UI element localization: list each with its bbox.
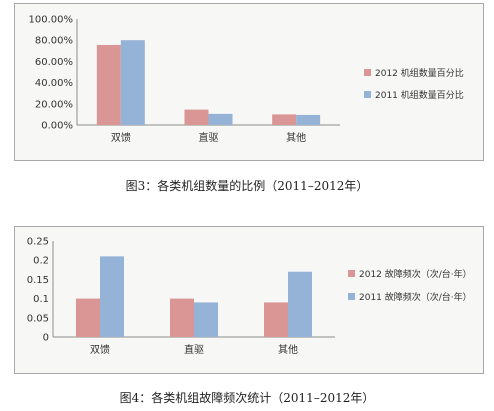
fig3-legend-swatch [364, 91, 371, 98]
fig3-bar-2012 [184, 109, 209, 125]
fig3-category-label: 其他 [286, 131, 306, 144]
fig4-ytick-label: 0.2 [33, 256, 49, 267]
fig3-ytick-label: 40.00% [35, 78, 73, 89]
fig3-ytick-label: 100.00% [29, 15, 74, 26]
fig4-ytick-label: 0.05 [27, 313, 49, 324]
fig3-bar-2011 [208, 113, 233, 125]
fig3-legend-label: 2012 机组数量百分比 [375, 67, 464, 79]
fig4-ytick-label: 0.25 [27, 237, 49, 248]
fig4-legend-label: 2011 故障频次（次/台·年） [359, 291, 472, 303]
figure-caption-fig3: 图3：各类机组数量的比例（2011–2012年） [125, 179, 369, 193]
fig3-ytick-label: 0.00% [41, 121, 73, 132]
chart-fig3-svg: 0.00% 20.00% 40.00% 60.00% 80.00% 100.00% 双馈 直驱… [29, 15, 464, 145]
fig4-category-label: 其他 [278, 343, 298, 356]
fig3-category-label: 直驱 [199, 131, 219, 144]
fig3-bar-2011 [120, 40, 145, 126]
fig3-ytick-label: 80.00% [35, 36, 73, 47]
fig4-legend-swatch [348, 293, 355, 300]
fig3-bar-2011 [296, 114, 321, 125]
fig3-legend-label: 2011 机组数量百分比 [375, 89, 464, 101]
chart-fig4-svg: 0 0.05 0.1 0.15 0.2 0.25 双馈 直驱 其他 2012 故障频次（次/台·年… [27, 237, 472, 357]
fig3-bar-2012 [272, 114, 297, 125]
fig4-bar-2012 [76, 298, 100, 337]
chart-fig4: 0 0.05 0.1 0.15 0.2 0.25 双馈 直驱 其他 2012 故障频次（次/台·年… [14, 226, 484, 374]
fig4-ytick-label: 0.1 [33, 294, 49, 305]
fig4-ytick-label: 0.15 [27, 275, 49, 286]
figure-caption-fig4: 图4：各类机组故障频次统计（2011–2012年） [119, 391, 375, 405]
fig4-ytick-label: 0 [43, 333, 49, 344]
fig4-category-label: 双馈 [90, 343, 110, 356]
fig4-legend-label: 2012 故障频次（次/台·年） [359, 268, 472, 280]
fig3-ytick-label: 60.00% [35, 57, 73, 68]
fig4-category-label: 直驱 [184, 343, 204, 356]
fig4-bar-2011 [288, 271, 312, 337]
fig4-bar-2011 [100, 256, 124, 337]
fig4-legend-swatch [348, 270, 355, 277]
fig3-legend-swatch [364, 69, 371, 76]
fig3-bar-2012 [96, 44, 121, 125]
fig4-bar-2012 [170, 298, 194, 337]
fig3-category-label: 双馈 [111, 131, 131, 144]
fig4-bar-2012 [264, 302, 288, 337]
fig3-ytick-label: 20.00% [35, 99, 73, 110]
chart-fig3: 0.00% 20.00% 40.00% 60.00% 80.00% 100.00% 双馈 直驱… [14, 3, 484, 161]
fig4-bar-2011 [194, 302, 218, 337]
